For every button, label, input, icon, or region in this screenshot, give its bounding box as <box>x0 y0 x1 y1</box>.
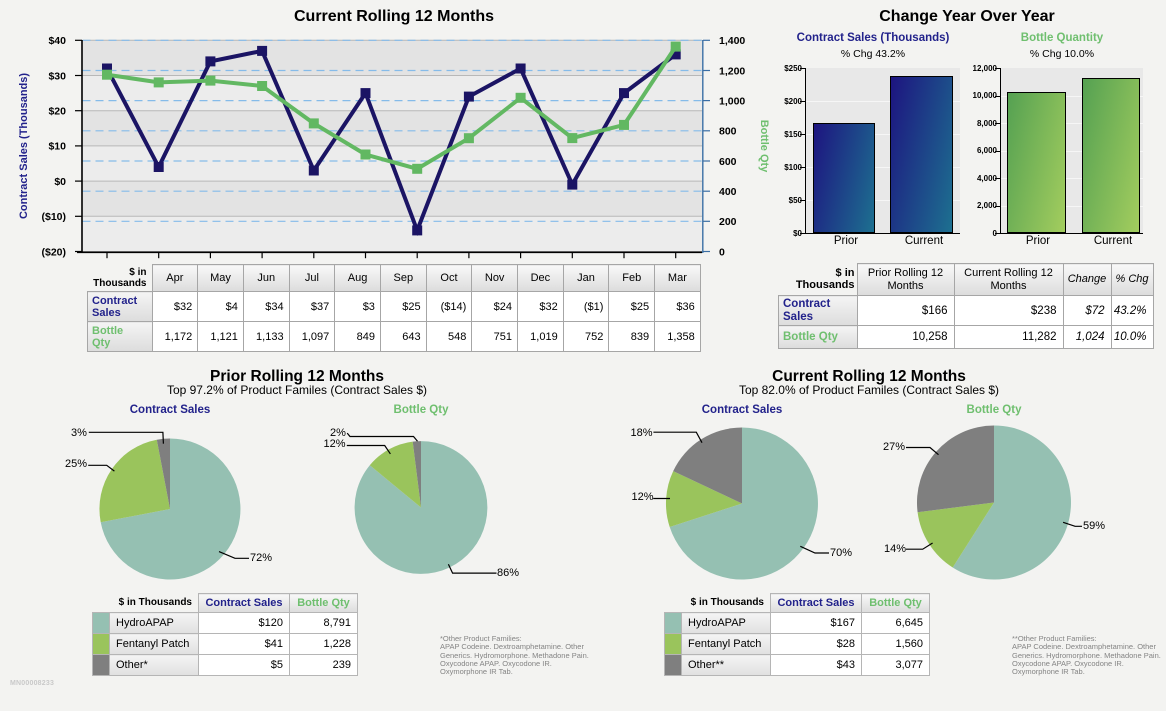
svg-text:1,200: 1,200 <box>719 65 745 77</box>
svg-text:0: 0 <box>719 246 725 258</box>
svg-text:$20: $20 <box>48 106 66 118</box>
svg-text:200: 200 <box>719 216 737 228</box>
svg-text:Bottle Qty: Bottle Qty <box>758 120 770 173</box>
svg-text:$30: $30 <box>48 70 66 82</box>
svg-text:400: 400 <box>719 186 737 198</box>
svg-text:$10: $10 <box>48 141 66 153</box>
svg-text:Contract Sales (Thousands): Contract Sales (Thousands) <box>18 73 30 219</box>
svg-text:$0: $0 <box>54 176 66 188</box>
svg-text:600: 600 <box>719 156 737 168</box>
svg-text:($10): ($10) <box>41 211 66 223</box>
svg-text:800: 800 <box>719 126 737 138</box>
svg-text:1,000: 1,000 <box>719 95 745 107</box>
svg-text:1,400: 1,400 <box>719 35 745 47</box>
svg-text:($20): ($20) <box>41 246 66 258</box>
svg-text:$40: $40 <box>48 35 66 47</box>
